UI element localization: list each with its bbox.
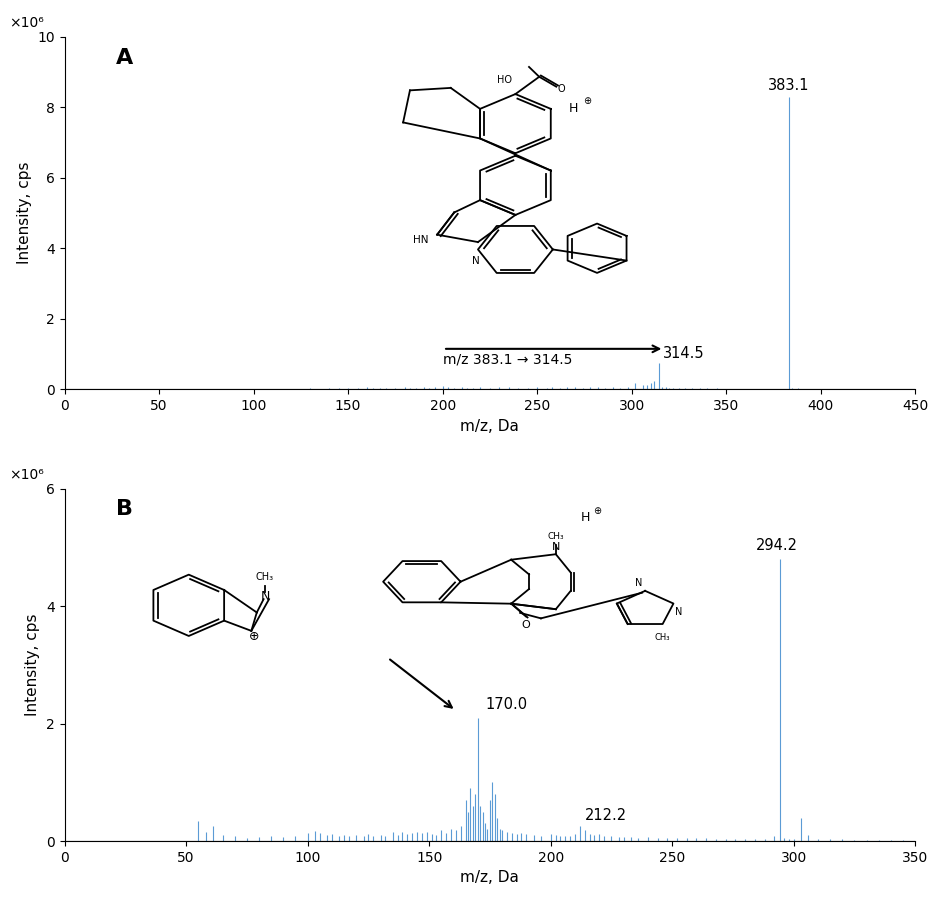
Y-axis label: Intensity, cps: Intensity, cps	[17, 162, 32, 264]
Text: 383.1: 383.1	[767, 78, 809, 93]
X-axis label: m/z, Da: m/z, Da	[460, 870, 519, 886]
Text: 170.0: 170.0	[484, 697, 527, 712]
Y-axis label: Intensity, cps: Intensity, cps	[25, 613, 41, 716]
X-axis label: m/z, Da: m/z, Da	[460, 419, 519, 434]
Text: B: B	[115, 499, 132, 520]
Text: m/z 383.1 → 314.5: m/z 383.1 → 314.5	[443, 353, 572, 366]
Text: 294.2: 294.2	[755, 538, 798, 553]
Text: ×10⁶: ×10⁶	[9, 467, 44, 482]
Text: ×10⁶: ×10⁶	[9, 16, 44, 30]
Text: 212.2: 212.2	[584, 808, 627, 824]
Text: 314.5: 314.5	[662, 346, 703, 361]
Text: A: A	[115, 48, 133, 68]
